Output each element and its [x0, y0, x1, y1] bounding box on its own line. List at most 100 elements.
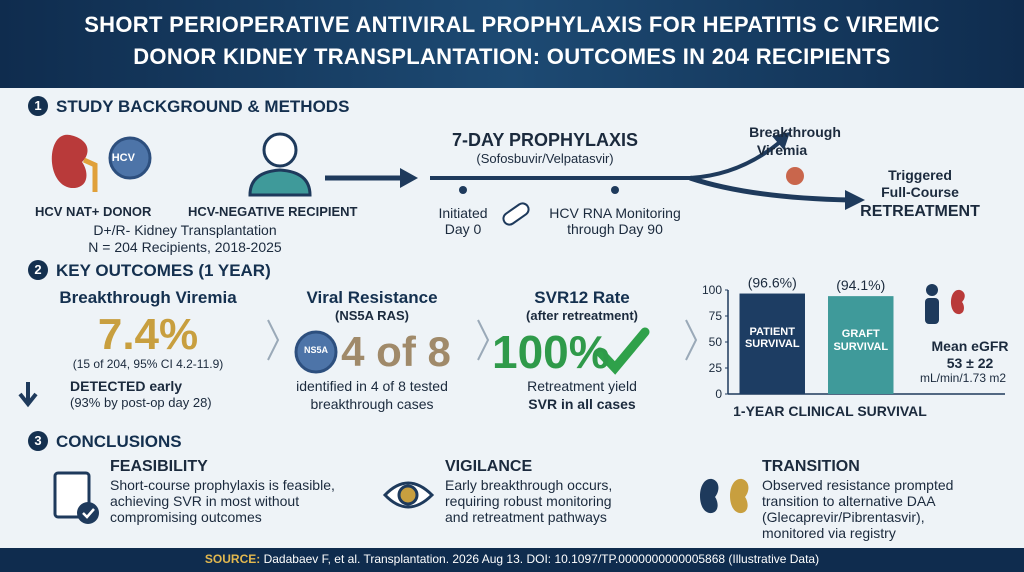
egfr-icon — [925, 284, 965, 324]
pill-icon — [502, 202, 530, 226]
bar — [828, 296, 894, 394]
virus-icon — [294, 330, 338, 374]
divider — [477, 319, 490, 361]
footer-text: Dadabaev F, et al. Transplantation. 2026… — [263, 552, 820, 566]
footer-band — [0, 548, 1024, 572]
conclusion-line: transition to alternative DAA — [762, 493, 936, 509]
check-icon — [595, 327, 650, 375]
chart-title: 1-YEAR CLINICAL SURVIVAL — [733, 403, 927, 419]
card-subtitle: (NS5A RAS) — [335, 308, 409, 323]
person-body — [925, 298, 939, 324]
outcome-graphics — [18, 319, 698, 408]
timeline-label: through Day 90 — [567, 221, 663, 237]
virus-label: HCV — [111, 152, 135, 164]
branch-label: Full-Course — [881, 184, 959, 200]
card-line: breakthrough cases — [310, 396, 434, 412]
section-heading: CONCLUSIONS — [56, 432, 182, 451]
title-line: DONOR KIDNEY TRANSPLANTATION: OUTCOMES I… — [133, 44, 891, 69]
kidney-icon — [730, 478, 749, 514]
card-line: SVR in all cases — [528, 396, 636, 412]
kidney-icon — [951, 289, 965, 315]
timeline-dot — [459, 186, 467, 194]
conclusion-line: Early breakthrough occurs, — [445, 477, 613, 493]
donor-label: HCV NAT+ DONOR — [35, 204, 152, 219]
branch-label: RETREATMENT — [860, 203, 980, 220]
recipient-label: HCV-NEGATIVE RECIPIENT — [188, 204, 358, 219]
timeline-label: Day 0 — [444, 221, 482, 237]
footer-label: SOURCE: — [204, 552, 261, 566]
card-figure: 7.4% — [97, 310, 199, 359]
branch-label: Triggered — [888, 167, 952, 183]
card-line: Retreatment yield — [527, 378, 637, 394]
icon-label: NS5A — [303, 345, 329, 355]
person-body — [248, 168, 312, 197]
y-tick-label: 100 — [702, 283, 722, 297]
egfr-value: 53 ± 22 — [946, 355, 994, 371]
egfr-unit: mL/min/1.73 m2 — [919, 371, 1007, 385]
footer: SOURCE: Dadabaev F, et al. Transplantati… — [204, 552, 820, 567]
timeline-label: Initiated — [438, 205, 488, 221]
ureter-icon — [82, 157, 98, 192]
value-label: (96.6%) — [748, 275, 797, 291]
x-tick-label: GRAFT SURVIVAL — [833, 328, 889, 353]
timeline-label: HCV RNA Monitoring — [549, 205, 681, 221]
branch-label: Viremia — [756, 142, 808, 158]
card-line: DETECTED early — [70, 378, 183, 394]
card-title: Viral Resistance — [306, 288, 438, 307]
conclusion-title: VIGILANCE — [445, 458, 533, 475]
value-label: (94.1%) — [836, 277, 885, 293]
y-tick-label: 50 — [709, 335, 723, 349]
study-detail: N = 204 Recipients, 2018-2025 — [88, 239, 282, 255]
card-subtitle: (after retreatment) — [526, 308, 638, 323]
conclusion-line: Observed resistance prompted — [762, 477, 954, 493]
conclusion-line: Short-course prophylaxis is feasible, — [110, 477, 335, 493]
prophylaxis-drug: (Sofosbuvir/Velpatasvir) — [476, 151, 614, 166]
conclusion-line: (Glecaprevir/Pibrentasvir), — [762, 509, 925, 525]
card-figure: 4 of 8 — [341, 328, 451, 375]
survival-chart: 0 25 50 75 100 (96.6%) (94.1%) 1-YEAR CLINICAL … — [702, 275, 1005, 419]
title-line: SHORT PERIOPERATIVE ANTIVIRAL PROPHYLAXI… — [84, 12, 940, 37]
section-heading: STUDY BACKGROUND & METHODS — [56, 97, 350, 116]
arrow-head — [772, 132, 790, 150]
bar — [739, 293, 805, 394]
card-line: (93% by post-op day 28) — [70, 395, 212, 410]
conclusion-line: monitored via registry — [762, 525, 896, 541]
arrow-head — [400, 168, 418, 188]
virus-icon — [108, 136, 152, 180]
person-head — [926, 284, 938, 296]
section-number: 3 — [28, 431, 48, 451]
divider — [685, 319, 698, 361]
section-number: 1 — [28, 96, 48, 116]
check-badge — [77, 502, 99, 524]
conclusion-line: achieving SVR in most without — [110, 493, 300, 509]
virus-icon — [786, 167, 804, 185]
study-detail: D+/R- Kidney Transplantation — [93, 222, 277, 238]
y-tick-label: 75 — [709, 309, 723, 323]
x-tick-label: PATIENT SURVIVAL — [744, 325, 800, 351]
y-tick-label: 25 — [709, 361, 723, 375]
eye-pupil — [397, 484, 419, 506]
timeline-dot — [611, 186, 619, 194]
section-number: 2 — [28, 260, 48, 280]
arrow-head — [845, 190, 865, 210]
egfr-label: Mean eGFR — [931, 338, 1009, 354]
card-title: Breakthrough Viremia — [59, 288, 237, 307]
section-heading: KEY OUTCOMES (1 YEAR) — [56, 261, 271, 280]
prophylaxis-title: 7-DAY PROPHYLAXIS — [451, 130, 639, 150]
kidney-icon — [700, 478, 719, 514]
conclusion-line: requiring robust monitoring — [445, 493, 612, 509]
conclusion-line: compromising outcomes — [110, 509, 262, 525]
header-band — [0, 0, 1024, 88]
card-figure: 100% — [492, 326, 610, 378]
kidney-icon — [51, 134, 88, 189]
card-title: SVR12 Rate — [534, 288, 630, 307]
y-tick-label: 0 — [715, 387, 722, 401]
conclusion-line: and retreatment pathways — [445, 509, 607, 525]
conclusion-title: TRANSITION — [762, 458, 860, 475]
person-head — [262, 132, 298, 168]
conclusion-icons — [53, 471, 749, 524]
card-note: (15 of 204, 95% CI 4.2-11.9) — [72, 357, 224, 371]
check-mark — [82, 508, 95, 519]
